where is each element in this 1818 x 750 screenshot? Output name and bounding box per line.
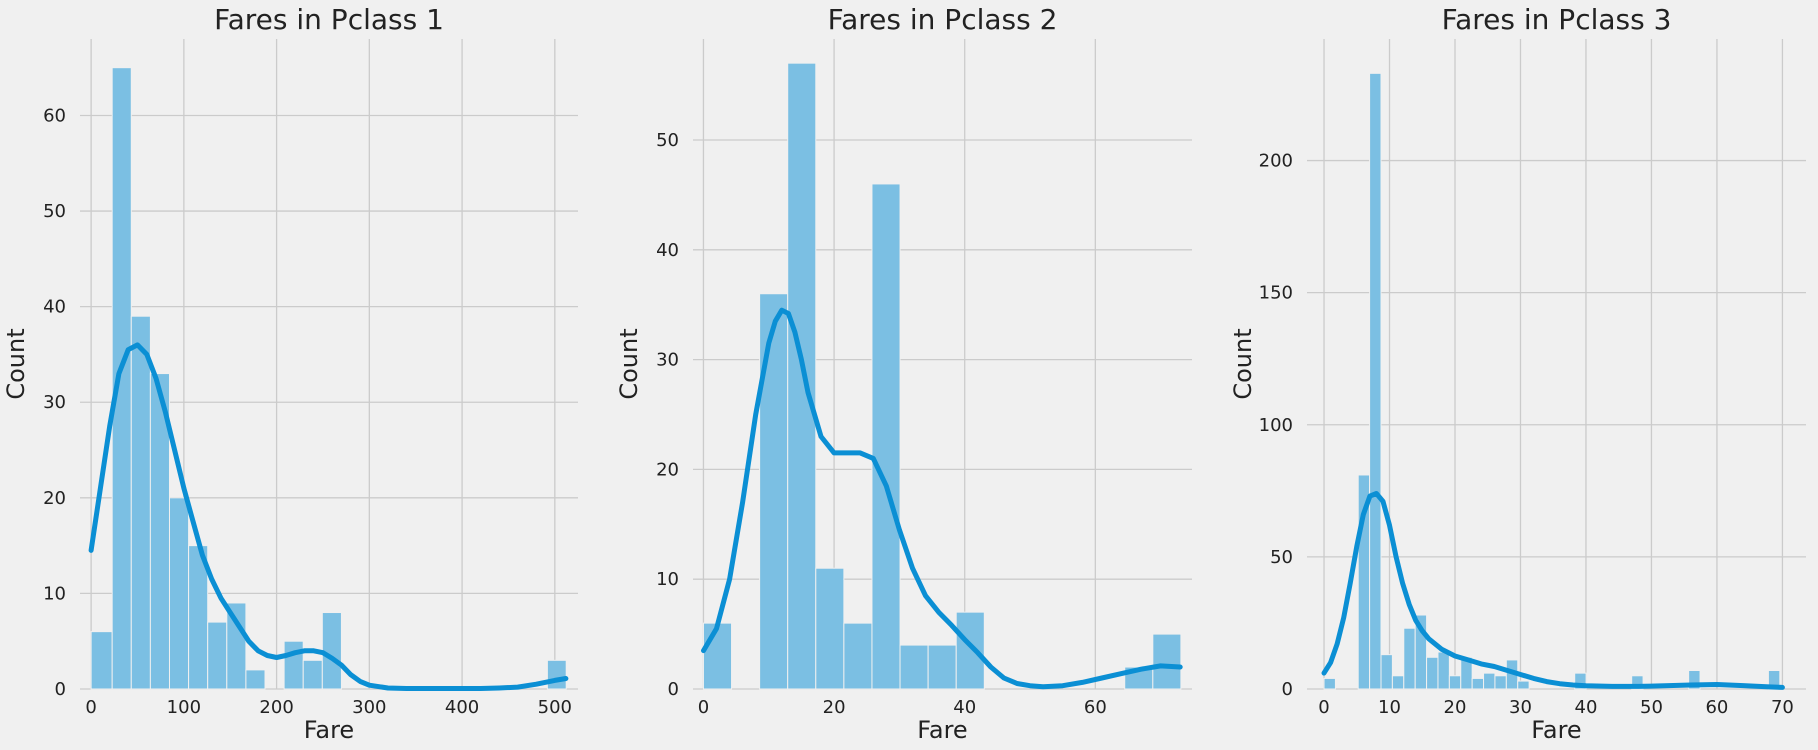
histogram-bar: [702, 622, 733, 690]
x-tick-label: 10: [1378, 697, 1401, 718]
histogram-bar: [546, 659, 567, 690]
histogram-bar: [168, 497, 190, 690]
tick-labels: 0 10 20 30 40 50 60 70 0 50 100 150 200: [1259, 151, 1794, 718]
histogram-bar: [899, 644, 929, 690]
y-tick-label: 50: [43, 201, 66, 222]
grid-lines: [1307, 39, 1806, 690]
y-tick-label: 0: [1282, 679, 1293, 700]
histogram-bar: [1369, 72, 1382, 690]
histogram-bar: [815, 567, 845, 690]
kde-line: [1321, 491, 1785, 690]
histogram-bar: [1414, 614, 1428, 690]
grid-lines: [80, 39, 578, 690]
x-tick-label: 0: [698, 697, 709, 718]
histogram-bar: [130, 315, 151, 690]
y-axis-label: Count: [1229, 328, 1257, 399]
histogram-bar: [321, 612, 342, 690]
y-tick-label: 200: [1259, 151, 1293, 172]
histogram-bar: [787, 62, 817, 690]
y-tick-label: 10: [43, 583, 66, 604]
y-tick-label: 0: [668, 679, 679, 700]
histogram-bar: [226, 602, 247, 690]
x-tick-label: 40: [953, 697, 976, 718]
chart-title: Fares in Pclass 3: [1442, 3, 1672, 36]
histogram-bar: [1403, 627, 1416, 690]
chart-title: Fares in Pclass 1: [214, 3, 444, 36]
tick-labels: 0 100 200 300 400 500 0 10 20 30 40 50 60: [43, 105, 572, 718]
x-tick-label: 40: [1575, 697, 1598, 718]
x-tick-label: 70: [1771, 697, 1794, 718]
x-tick-label: 0: [85, 697, 96, 718]
histogram-bars: [90, 67, 567, 690]
x-tick-label: 60: [1084, 697, 1107, 718]
x-tick-label: 400: [445, 697, 479, 718]
histogram-bar: [1574, 672, 1587, 690]
kde-line: [701, 307, 1183, 690]
histogram-bar: [1152, 633, 1182, 690]
histogram-bar: [1437, 651, 1450, 690]
y-tick-label: 100: [1259, 415, 1293, 436]
y-axis-label: Count: [2, 328, 30, 399]
y-tick-label: 30: [43, 392, 66, 413]
x-tick-label: 500: [538, 697, 572, 718]
y-axis-label: Count: [615, 328, 643, 399]
histogram-bar: [1448, 675, 1462, 690]
kde-line: [88, 342, 569, 691]
subplot-pclass-1: 0 100 200 300 400 500 0 10 20 30 40 50 60 Fares in Pc…: [2, 3, 578, 744]
histogram-bar: [1323, 677, 1336, 690]
histogram-bar: [1631, 675, 1644, 690]
histogram-bar: [111, 67, 132, 690]
histogram-bars: [1323, 72, 1781, 690]
histogram-bar: [843, 622, 873, 690]
histogram-bar: [1688, 670, 1701, 690]
x-tick-label: 30: [1509, 697, 1532, 718]
y-tick-label: 20: [43, 488, 66, 509]
histogram-bar: [1471, 677, 1485, 690]
x-tick-label: 300: [352, 697, 386, 718]
histogram-bar: [955, 611, 985, 690]
histogram-bar: [90, 631, 113, 690]
histogram-bar: [1380, 654, 1393, 690]
x-tick-label: 20: [1444, 697, 1467, 718]
x-tick-label: 20: [823, 697, 846, 718]
y-tick-label: 30: [656, 350, 679, 371]
y-tick-label: 50: [656, 130, 679, 151]
y-tick-label: 60: [43, 105, 66, 126]
histogram-bar: [927, 644, 957, 690]
y-tick-label: 20: [656, 459, 679, 480]
histogram-bar: [207, 621, 228, 690]
histogram-bar: [759, 293, 789, 690]
histogram-bar: [871, 183, 901, 690]
chart-title: Fares in Pclass 2: [828, 3, 1058, 36]
x-axis-label: Fare: [304, 716, 354, 744]
y-tick-label: 50: [1270, 547, 1293, 568]
histogram-bar: [1483, 672, 1496, 690]
x-tick-label: 200: [259, 697, 293, 718]
histogram-bar: [245, 669, 266, 690]
y-tick-label: 150: [1259, 283, 1293, 304]
x-axis-label: Fare: [1531, 716, 1581, 744]
y-tick-label: 10: [656, 569, 679, 590]
histogram-bar: [1517, 680, 1530, 690]
y-tick-label: 40: [656, 240, 679, 261]
y-tick-label: 0: [55, 679, 66, 700]
x-tick-label: 100: [167, 697, 201, 718]
x-tick-label: 0: [1318, 697, 1329, 718]
x-tick-label: 50: [1640, 697, 1663, 718]
histogram-bar: [1391, 675, 1405, 690]
x-tick-label: 60: [1705, 697, 1728, 718]
histogram-bar: [302, 659, 323, 690]
histogram-bar: [1494, 675, 1507, 690]
histogram-bar: [1426, 656, 1439, 690]
y-tick-label: 40: [43, 297, 66, 318]
x-axis-label: Fare: [917, 716, 967, 744]
subplot-pclass-3: 0 10 20 30 40 50 60 70 0 50 100 150 200 Fares in Pcla…: [1229, 3, 1806, 744]
histogram-bar: [283, 640, 304, 690]
tick-labels: 0 20 40 60 0 10 20 30 40 50: [656, 130, 1107, 718]
subplot-pclass-2: 0 20 40 60 0 10 20 30 40 50 Fares in Pclass 2 Fare C…: [615, 3, 1192, 744]
